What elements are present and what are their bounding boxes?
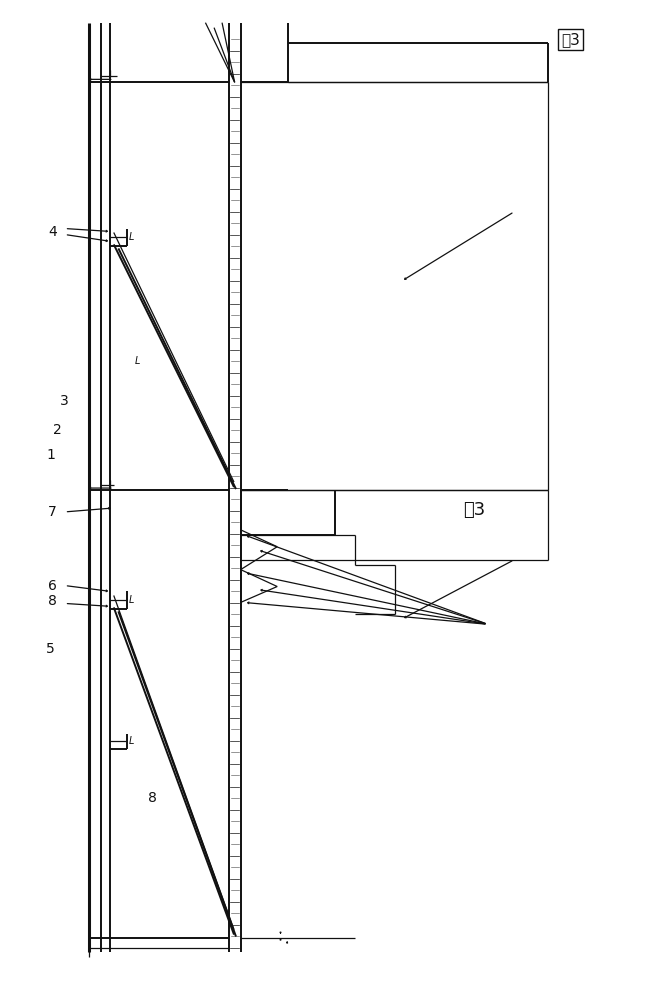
Text: L: L	[135, 356, 140, 366]
Text: 2: 2	[53, 423, 62, 437]
Text: L: L	[129, 595, 135, 605]
Text: 6: 6	[48, 579, 57, 593]
Text: 4: 4	[48, 225, 57, 238]
Text: L: L	[129, 232, 135, 242]
Text: L: L	[129, 736, 135, 746]
Text: 图3: 图3	[561, 32, 580, 47]
Text: 1: 1	[46, 448, 55, 462]
Text: 8: 8	[48, 594, 57, 608]
Text: 7: 7	[48, 505, 57, 519]
Text: 图3: 图3	[464, 501, 486, 519]
Text: 5: 5	[46, 642, 55, 656]
Text: 3: 3	[60, 394, 68, 408]
Text: 8: 8	[148, 791, 157, 805]
